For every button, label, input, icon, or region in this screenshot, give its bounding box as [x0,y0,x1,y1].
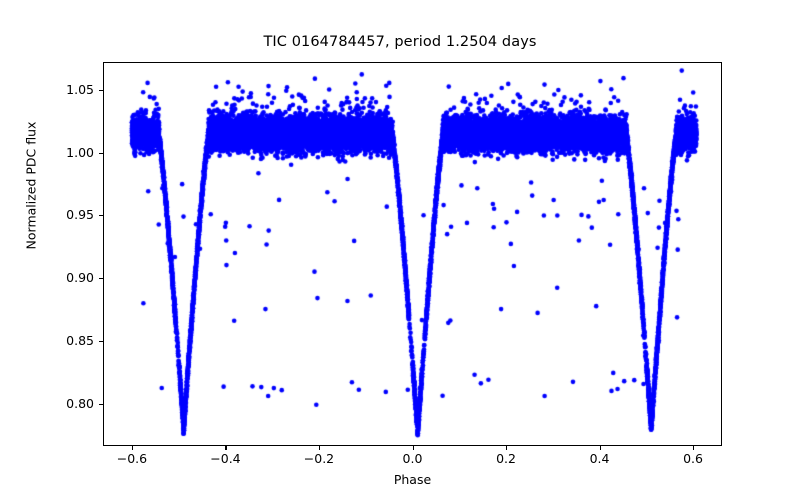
y-tick [99,341,103,343]
y-tick-label: 1.00 [66,144,94,160]
x-tick-label: −0.6 [116,451,148,466]
x-tick [412,446,414,450]
x-tick [318,446,321,450]
x-tick-label: −0.4 [210,451,241,466]
x-tick [225,446,227,450]
y-tick-label: 0.80 [66,395,94,411]
y-tick-label: 0.95 [66,207,94,223]
y-axis-label: Normalized PDC flux [23,121,39,250]
x-tick-label: 0.2 [496,451,516,466]
y-tick [99,152,103,154]
x-tick [506,446,508,450]
y-tick [99,215,103,217]
x-axis-label: Phase [393,472,432,487]
scatter-data-layer [104,63,721,445]
y-tick-label: 1.05 [66,81,94,97]
y-tick [99,89,103,91]
plot-axes-area [103,62,722,446]
y-tick-label: 0.90 [66,270,94,286]
y-tick-label: 0.85 [66,333,94,349]
x-tick [693,446,695,450]
page-title: TIC 0164784457, period 1.2504 days [263,34,537,50]
x-tick-label: −0.2 [303,451,335,466]
x-tick-label: 0.4 [589,451,610,466]
y-tick [99,403,103,405]
x-tick-label: 0.0 [402,451,423,466]
x-tick [599,446,601,450]
y-tick [99,278,103,280]
x-tick [131,446,134,450]
x-tick-label: 0.6 [683,451,703,466]
